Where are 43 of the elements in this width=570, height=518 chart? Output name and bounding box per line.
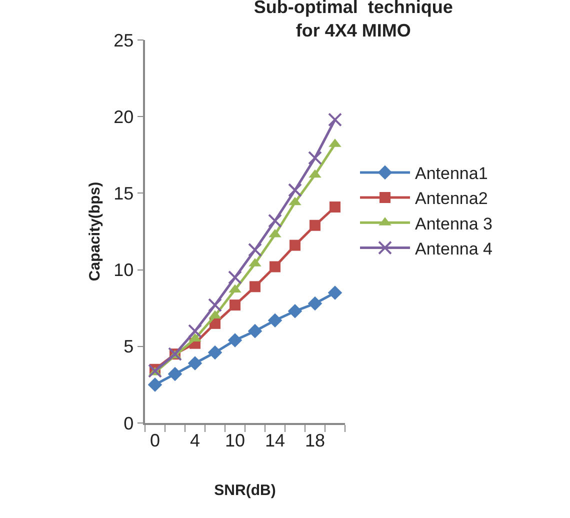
point [268,313,282,328]
point [248,242,262,257]
y-tick-label: 15 [114,184,134,204]
point [228,270,242,284]
y-axis-title: Capacity(bps) [86,182,104,282]
legend-label: Antenna 4 [415,239,493,258]
x-tick-label: 18 [304,430,326,450]
point [188,324,202,338]
point [230,300,240,311]
x-tick-label: 0 [150,430,160,450]
point [268,214,282,228]
point [330,201,340,212]
point [188,356,202,370]
x-axis-title: SNR(dB) [214,482,276,499]
point [208,345,222,360]
x-tick-label: 14 [264,430,286,450]
point [250,281,260,292]
point [148,378,162,392]
point [208,298,222,312]
point [308,150,322,165]
x-tick-label: 4 [190,430,200,450]
y-tick-label: 20 [114,106,134,127]
point [290,240,300,251]
point [148,364,162,378]
point [308,296,322,311]
point [328,286,342,300]
point [168,366,182,382]
point [248,324,262,338]
x-tick-label: 10 [224,430,246,450]
y-tick-label: 0 [124,413,134,434]
y-tick-label: 25 [114,30,134,50]
y-tick-label: 10 [114,260,134,280]
point [288,304,302,318]
legend-label: Antenna 3 [415,214,493,234]
y-tick-label: 5 [124,336,134,357]
point [328,112,342,127]
legend-label: Antenna1 [415,164,488,184]
point [288,183,302,198]
point [270,261,280,272]
point [310,220,320,231]
chart-title: Sub-optimal technique for 4X4 MIMO [254,0,453,40]
legend-label: Antenna2 [415,189,488,208]
point [228,333,242,348]
